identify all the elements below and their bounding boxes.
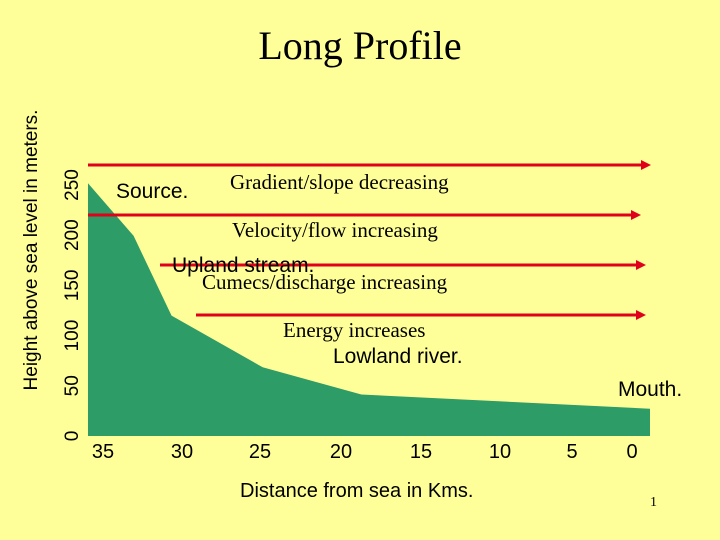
annotation-source: Source. xyxy=(116,180,189,203)
x-tick-label: 10 xyxy=(489,441,511,463)
x-tick-label: 20 xyxy=(330,441,352,463)
profile-area xyxy=(88,183,650,436)
x-tick-label: 5 xyxy=(566,441,577,463)
y-tick-label: 0 xyxy=(62,431,83,442)
annotation-upland: Upland stream. xyxy=(172,254,315,277)
annotation-velocity: Velocity/flow increasing xyxy=(232,218,438,242)
x-tick-label: 30 xyxy=(171,441,193,463)
annotation-gradient: Gradient/slope decreasing xyxy=(230,170,449,194)
y-tick-label: 50 xyxy=(62,375,83,396)
x-tick-label: 15 xyxy=(410,441,432,463)
page-title: Long Profile xyxy=(258,23,462,68)
x-tick-label: 0 xyxy=(626,441,637,463)
annotation-mouth: Mouth. xyxy=(618,378,683,401)
annotation-cumecs: Cumecs/discharge increasing xyxy=(202,270,448,294)
annotation-energy: Energy increases xyxy=(283,318,426,342)
y-tick-label: 250 xyxy=(62,169,83,201)
annotation-lowland: Lowland river. xyxy=(333,345,463,368)
y-tick-label: 150 xyxy=(62,270,83,302)
x-tick-label: 25 xyxy=(249,441,271,463)
x-tick-label: 35 xyxy=(92,441,114,463)
y-tick-label: 100 xyxy=(62,320,83,352)
page-number: 1 xyxy=(650,495,657,510)
y-tick-label: 200 xyxy=(62,219,83,251)
x-axis-label: Distance from sea in Kms. xyxy=(240,480,474,502)
